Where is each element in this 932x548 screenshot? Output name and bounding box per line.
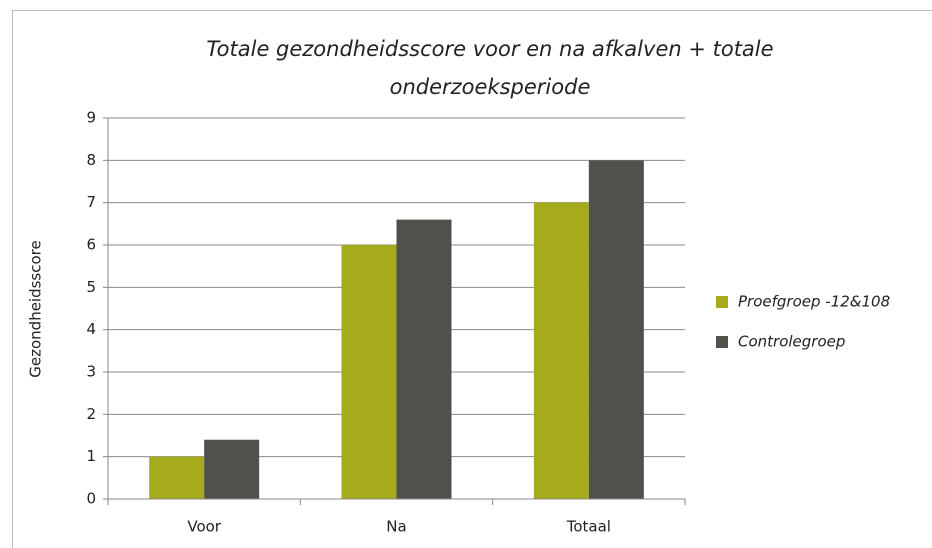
y-tick-label: 0 [86, 490, 96, 508]
x-tick-label: Voor [187, 518, 221, 536]
legend-swatch [716, 296, 728, 308]
bar [341, 245, 397, 499]
y-tick-label: 1 [86, 447, 96, 465]
y-tick-label: 3 [86, 363, 96, 381]
legend-label: Proefgroep -12&108 [738, 293, 890, 311]
y-tick-label: 2 [86, 405, 96, 423]
chart-title: Totale gezondheidsscore voor en na afkal… [206, 37, 774, 99]
bar [533, 202, 589, 499]
y-tick-label: 6 [86, 236, 96, 254]
y-axis-label: Gezondheidsscore [27, 240, 45, 377]
legend-swatch [716, 336, 728, 348]
bar [396, 219, 452, 499]
y-tick-label: 5 [86, 278, 96, 296]
y-tick-label: 4 [86, 320, 96, 338]
bar [588, 160, 644, 500]
x-tick-label: Totaal [566, 518, 611, 536]
chart-frame [12, 10, 932, 548]
bar [204, 439, 260, 499]
bar [149, 456, 205, 499]
y-tick-label: 7 [86, 193, 96, 211]
y-tick-label: 8 [86, 151, 96, 169]
x-tick-label: Na [386, 518, 406, 536]
y-tick-label: 9 [86, 109, 96, 127]
legend-label: Controlegroep [738, 333, 845, 351]
